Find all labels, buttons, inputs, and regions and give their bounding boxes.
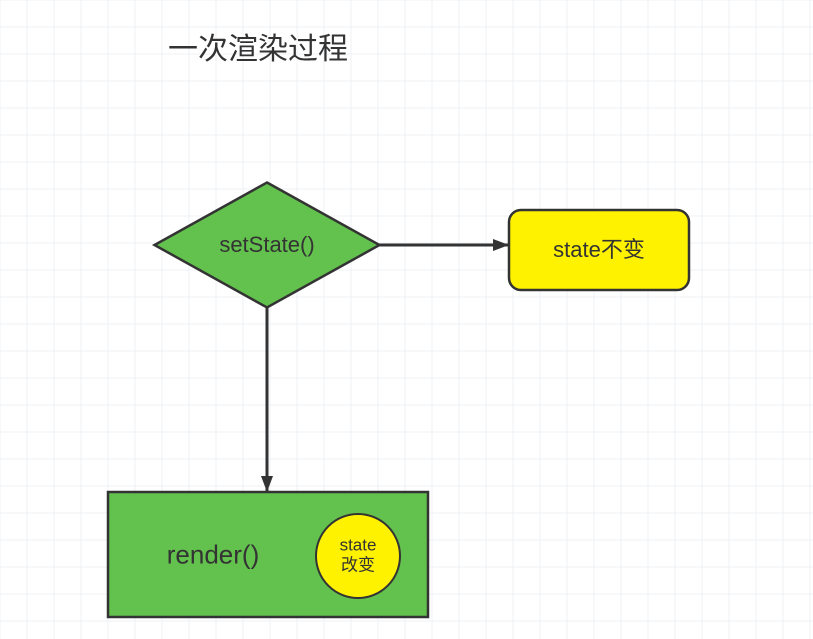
- node-label-state-unchanged: state不变: [553, 237, 645, 263]
- diagram-title: 一次渲染过程: [168, 24, 348, 68]
- canvas: 一次渲染过程 setState() state不变 render() state…: [0, 0, 813, 639]
- node-label-state-changed: state 改变: [340, 536, 377, 577]
- node-label-setstate: setState(): [219, 232, 314, 258]
- node-label-render: render(): [167, 539, 259, 570]
- flowchart-svg: [0, 0, 813, 639]
